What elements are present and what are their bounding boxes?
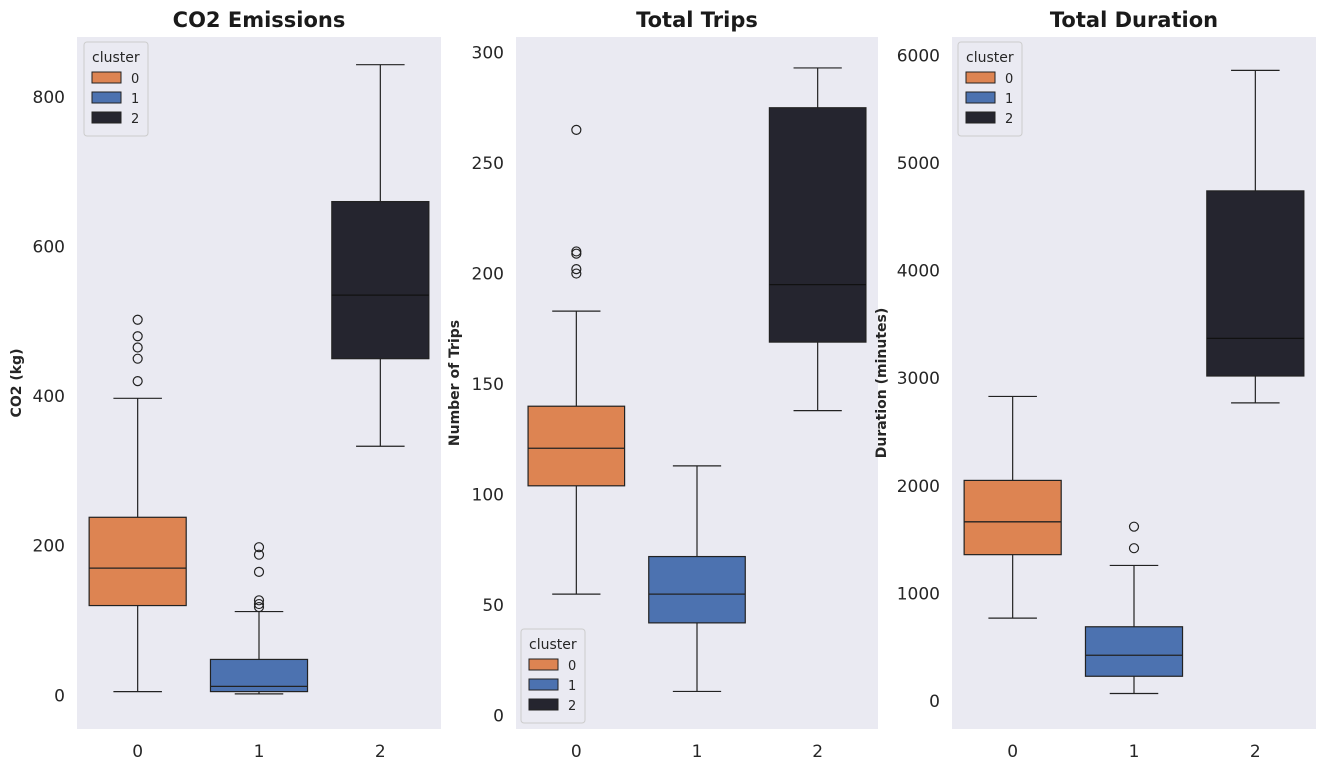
legend-title: cluster [966, 50, 1014, 66]
box-cluster-1 [1084, 521, 1184, 695]
iqr-box [331, 200, 430, 360]
y-tick-label: 100 [472, 486, 504, 506]
legend-entry-label: 2 [1005, 112, 1013, 127]
legend-entry-label: 0 [131, 72, 139, 87]
iqr-box [1206, 190, 1305, 377]
outlier-point [253, 542, 265, 553]
iqr-box [527, 405, 626, 487]
legend: cluster 0 1 2 [520, 628, 586, 724]
legend-entry-label: 0 [1005, 72, 1013, 87]
outlier-point [571, 268, 582, 279]
y-tick-label: 3000 [897, 369, 940, 389]
y-tick-label: 0 [54, 686, 65, 706]
box-cluster-2 [331, 64, 430, 447]
y-tick-label: 150 [472, 375, 504, 395]
y-tick-label: 800 [33, 88, 65, 108]
y-tick-label: 4000 [897, 262, 940, 282]
legend-entry-label: 0 [568, 659, 576, 674]
y-axis-label: CO2 (kg) [9, 349, 25, 418]
y-tick-label: 250 [472, 154, 504, 174]
y-axis-label: Number of Trips [447, 320, 463, 446]
legend-swatch [91, 71, 122, 84]
legend-entry-label: 2 [131, 112, 139, 127]
legend-swatch [91, 111, 122, 124]
box-cluster-2 [768, 67, 867, 412]
x-tick-label: 1 [254, 742, 265, 762]
box-cluster-0 [88, 314, 187, 693]
iqr-box [88, 516, 187, 607]
iqr-box [1084, 626, 1184, 677]
legend-swatch [528, 698, 559, 711]
y-tick-label: 0 [929, 692, 940, 712]
iqr-box [648, 555, 746, 624]
outlier-point [1128, 521, 1140, 532]
outlier-point [253, 549, 265, 560]
legend: cluster 0 1 2 [83, 41, 149, 137]
outlier-point [571, 246, 582, 257]
legend-swatch [965, 91, 996, 104]
x-tick-label: 2 [1250, 742, 1261, 762]
legend-swatch [528, 678, 559, 691]
outlier-point [1128, 543, 1140, 554]
y-tick-label: 1000 [897, 584, 940, 604]
y-tick-label: 50 [482, 596, 504, 616]
outlier-point [132, 342, 143, 353]
y-tick-label: 200 [472, 265, 504, 285]
outlier-point [132, 376, 143, 387]
legend-entry-label: 2 [568, 699, 576, 714]
legend-swatch [91, 91, 122, 104]
iqr-box [963, 479, 1062, 556]
legend-title: cluster [92, 50, 140, 66]
box-cluster-0 [527, 124, 626, 595]
legend-title: cluster [529, 637, 577, 653]
y-tick-label: 200 [33, 537, 65, 557]
chart-title: Total Trips [636, 8, 758, 32]
outlier-point [571, 264, 582, 275]
chart-title: CO2 Emissions [173, 8, 346, 32]
box-cluster-2 [1206, 69, 1305, 404]
y-axis-label: Duration (minutes) [874, 308, 890, 459]
legend-entry-label: 1 [1005, 92, 1013, 107]
y-tick-label: 2000 [897, 477, 940, 497]
x-tick-label: 1 [692, 742, 703, 762]
x-tick-label: 0 [132, 742, 143, 762]
x-tick-label: 2 [375, 742, 386, 762]
y-tick-label: 400 [33, 387, 65, 407]
y-tick-label: 6000 [897, 46, 940, 66]
box-cluster-1 [648, 465, 746, 693]
y-tick-label: 300 [472, 43, 504, 63]
y-tick-label: 600 [33, 237, 65, 257]
box-cluster-0 [963, 395, 1062, 619]
legend-entry-label: 1 [131, 92, 139, 107]
x-tick-label: 1 [1129, 742, 1140, 762]
outlier-point [571, 124, 582, 135]
outlier-point [253, 598, 265, 610]
x-tick-label: 0 [571, 742, 582, 762]
y-tick-label: 5000 [897, 154, 940, 174]
x-tick-label: 2 [812, 742, 823, 762]
outlier-point [132, 353, 143, 364]
legend-swatch [965, 111, 996, 124]
outlier-point [132, 314, 143, 325]
legend: cluster 0 1 2 [957, 41, 1023, 137]
iqr-box [768, 107, 867, 343]
chart-title: Total Duration [1050, 8, 1218, 32]
x-tick-label: 0 [1007, 742, 1018, 762]
outlier-point [132, 331, 143, 342]
box-cluster-1 [209, 542, 309, 695]
y-tick-label: 0 [493, 707, 504, 727]
outlier-point [253, 601, 265, 613]
outlier-point [253, 566, 265, 577]
legend-swatch [965, 71, 996, 84]
legend-swatch [528, 658, 559, 671]
legend-entry-label: 1 [568, 679, 576, 694]
outlier-point [253, 595, 265, 606]
